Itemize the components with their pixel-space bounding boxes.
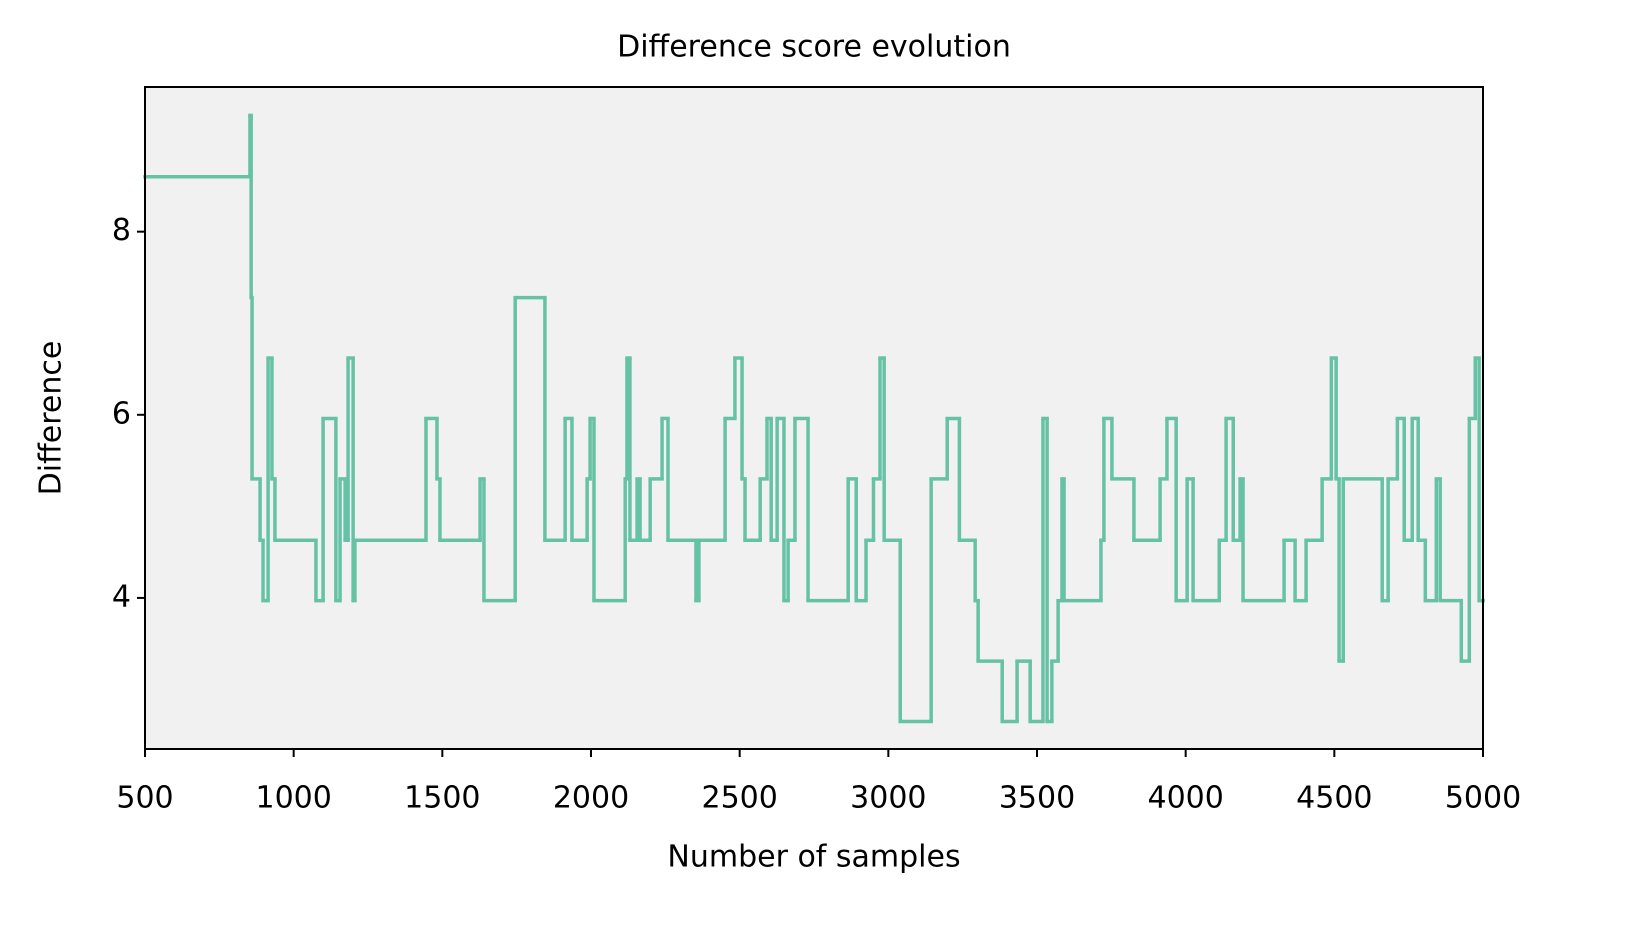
- x-tick-label: 500: [116, 781, 173, 816]
- chart-title: Difference score evolution: [617, 30, 1011, 65]
- x-tick-label: 3500: [999, 781, 1075, 816]
- y-tick-label: 8: [112, 213, 131, 248]
- x-tick-label: 1000: [255, 781, 331, 816]
- x-tick-label: 3000: [850, 781, 926, 816]
- y-axis-label: Difference: [34, 341, 69, 496]
- x-tick-label: 4500: [1296, 781, 1372, 816]
- x-tick-label: 4000: [1147, 781, 1223, 816]
- y-tick-label: 6: [112, 396, 131, 431]
- plot-frame: [144, 86, 1484, 750]
- x-axis-label: Number of samples: [667, 840, 960, 875]
- x-tick-label: 2000: [553, 781, 629, 816]
- plot-area: [145, 87, 1483, 749]
- x-tick-label: 2500: [701, 781, 777, 816]
- x-tick-label: 5000: [1445, 781, 1521, 816]
- x-tick-label: 1500: [404, 781, 480, 816]
- y-tick-label: 4: [112, 579, 131, 614]
